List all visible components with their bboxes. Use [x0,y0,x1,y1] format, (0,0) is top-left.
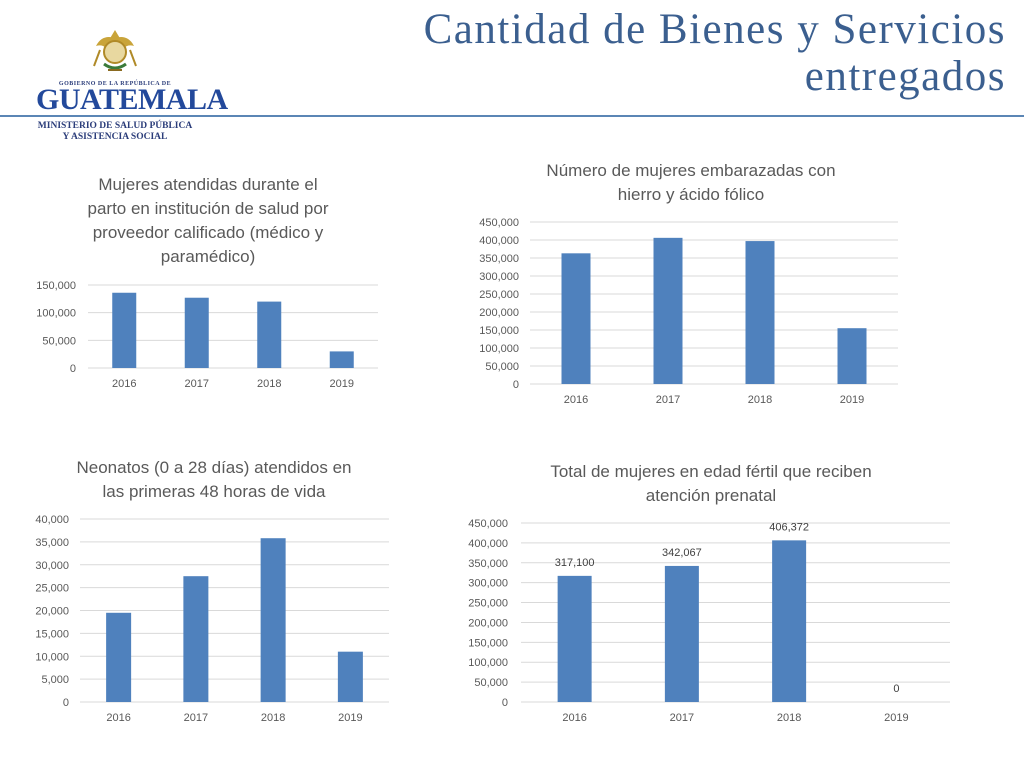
guatemala-logo: GOBIERNO DE LA REPÚBLICA DE GUATEMALA MI… [30,26,228,144]
x-tick-label: 2017 [670,712,694,724]
y-tick-label: 40,000 [35,514,69,526]
data-label: 317,100 [555,557,595,569]
x-tick-label: 2016 [562,712,586,724]
logo-ministry-line2: Y ASISTENCIA SOCIAL [62,132,168,142]
y-tick-label: 15,000 [35,628,69,640]
x-tick-label: 2017 [656,394,680,406]
page-title: Cantidad de Bienes y Servicios entregado… [424,6,1006,100]
chart-3: Neonatos (0 a 28 días) atendidos en las p… [35,458,389,724]
y-tick-label: 0 [513,379,519,391]
x-tick-label: 2018 [257,378,281,390]
y-tick-label: 150,000 [468,637,508,649]
y-tick-label: 150,000 [36,280,76,292]
bar [183,576,209,702]
chart-title-line: Mujeres atendidas durante el [98,175,317,194]
y-tick-label: 250,000 [468,598,508,610]
chart-2: Número de mujeres embarazadas con hierro … [479,161,898,406]
bar [260,538,286,702]
bar [337,651,363,702]
y-tick-label: 50,000 [485,361,519,373]
y-tick-label: 35,000 [35,537,69,549]
header-rule [0,115,1024,117]
y-tick-label: 100,000 [36,308,76,320]
y-tick-label: 100,000 [468,657,508,669]
chart-title-line: proveedor calificado (médico y [93,223,324,242]
bar [561,253,591,384]
x-tick-label: 2016 [106,712,130,724]
y-tick-label: 300,000 [479,271,519,283]
y-tick-label: 200,000 [468,617,508,629]
bar [772,540,807,702]
logo-ministry-line1: MINISTERIO DE SALUD PÚBLICA [37,121,193,131]
chart-title-line: atención prenatal [646,486,776,505]
chart-title-line: las primeras 48 horas de vida [102,482,326,501]
x-tick-label: 2017 [184,712,208,724]
bar [653,237,683,384]
chart-title-line: Número de mujeres embarazadas con [546,161,835,180]
chart-title-line: paramédico) [161,247,256,266]
x-tick-label: 2017 [185,378,209,390]
x-tick-label: 2019 [330,378,354,390]
y-tick-label: 30,000 [35,560,69,572]
bar [329,351,354,368]
y-tick-label: 25,000 [35,583,69,595]
chart-title-line: Neonatos (0 a 28 días) atendidos en [76,458,351,477]
y-tick-label: 450,000 [479,217,519,229]
y-tick-label: 10,000 [35,651,69,663]
y-tick-label: 300,000 [468,578,508,590]
y-tick-label: 250,000 [479,289,519,301]
bar [106,612,132,702]
y-tick-label: 200,000 [479,307,519,319]
x-tick-label: 2018 [777,712,801,724]
chart-title-line: Total de mujeres en edad fértil que reci… [550,462,871,481]
y-tick-label: 20,000 [35,606,69,618]
y-tick-label: 350,000 [479,253,519,265]
chart-title-line: hierro y ácido fólico [618,185,764,204]
data-label: 406,372 [769,521,809,533]
bar [557,575,592,702]
y-tick-label: 0 [502,697,508,709]
bar [745,241,775,384]
bar [112,292,137,368]
page-title-line1: Cantidad de Bienes y Servicios [423,6,1006,53]
chart-title-line: parto en institución de salud por [88,199,329,218]
x-tick-label: 2019 [884,712,908,724]
x-tick-label: 2016 [564,394,588,406]
y-tick-label: 0 [63,697,69,709]
bar [257,301,282,368]
x-tick-label: 2018 [748,394,772,406]
chart-4: Total de mujeres en edad fértil que reci… [468,462,950,724]
logo-gov-text: GOBIERNO DE LA REPÚBLICA DE [58,81,172,87]
x-tick-label: 2019 [338,712,362,724]
y-tick-label: 100,000 [479,343,519,355]
x-tick-label: 2016 [112,378,136,390]
coat-of-arms-icon [93,30,137,71]
bar [664,565,699,702]
y-tick-label: 0 [70,363,76,375]
data-label: 0 [893,683,899,695]
y-tick-label: 400,000 [468,538,508,550]
page-title-line2: entregados [804,53,1006,100]
y-tick-label: 50,000 [42,335,76,347]
x-tick-label: 2018 [261,712,285,724]
bar [184,297,209,368]
y-tick-label: 400,000 [479,235,519,247]
y-tick-label: 150,000 [479,325,519,337]
x-tick-label: 2019 [840,394,864,406]
chart-1: Mujeres atendidas durante el parto en ins… [36,175,378,390]
data-label: 342,067 [662,547,702,559]
bar [837,328,867,384]
y-tick-label: 5,000 [41,674,69,686]
y-tick-label: 450,000 [468,518,508,530]
y-tick-label: 50,000 [474,677,508,689]
y-tick-label: 350,000 [468,558,508,570]
